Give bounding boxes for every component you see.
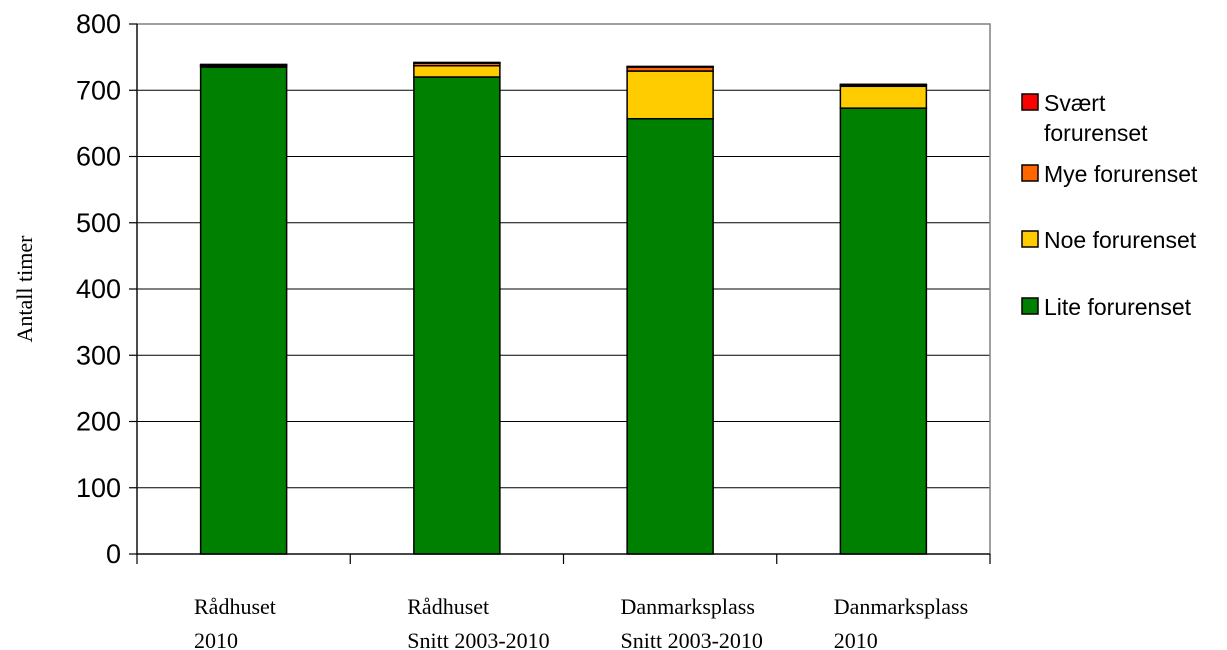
y-tick-label: 200 bbox=[76, 407, 121, 437]
bar-segment bbox=[627, 71, 713, 119]
category-label: Rådhuset bbox=[194, 594, 276, 619]
y-tick-label: 400 bbox=[76, 274, 121, 304]
bar-segment bbox=[414, 62, 500, 63]
legend-swatch bbox=[1022, 94, 1038, 110]
category-label: Snitt 2003-2010 bbox=[407, 628, 549, 650]
category-label: Rådhuset bbox=[407, 594, 489, 619]
legend-swatch bbox=[1022, 231, 1038, 247]
bar-segment bbox=[201, 67, 287, 554]
y-tick-label: 600 bbox=[76, 142, 121, 172]
category-label: 2010 bbox=[834, 628, 878, 650]
category-label: Snitt 2003-2010 bbox=[621, 628, 763, 650]
y-tick-label: 500 bbox=[76, 208, 121, 238]
y-axis-title: Antall timer bbox=[12, 235, 37, 343]
category-label: Danmarksplass bbox=[834, 594, 968, 619]
bar-segment bbox=[840, 86, 926, 108]
y-tick-label: 300 bbox=[76, 340, 121, 370]
bar-segment bbox=[840, 84, 926, 85]
bar-segment bbox=[414, 77, 500, 554]
bar-segment bbox=[840, 108, 926, 554]
bar-segment bbox=[627, 66, 713, 67]
legend-label: Lite forurenset bbox=[1044, 294, 1192, 320]
legend-label: Noe forurenset bbox=[1044, 227, 1197, 253]
category-label: 2010 bbox=[194, 628, 238, 650]
legend-label: Mye forurenset bbox=[1044, 161, 1198, 187]
bar-segment bbox=[201, 64, 287, 65]
bar-segment bbox=[414, 66, 500, 77]
y-tick-label: 700 bbox=[76, 75, 121, 105]
category-labels: Rådhuset 2010 Rådhuset Snitt 2003-2010 Danma… bbox=[194, 594, 968, 650]
legend-label: Svært bbox=[1044, 90, 1106, 116]
bars bbox=[201, 62, 927, 554]
legend-swatch bbox=[1022, 165, 1038, 181]
y-tick-label: 0 bbox=[106, 539, 121, 569]
y-tick-label: 800 bbox=[76, 9, 121, 39]
bar-segment bbox=[627, 119, 713, 554]
legend-label: forurenset bbox=[1044, 120, 1148, 146]
legend-swatch bbox=[1022, 298, 1038, 314]
category-label: Danmarksplass bbox=[621, 594, 755, 619]
y-tick-label: 100 bbox=[76, 473, 121, 503]
y-tick-labels: 0 100 200 300 400 500 600 700 800 bbox=[76, 9, 121, 569]
legend: Svært forurenset Mye forurenset Noe foruren… bbox=[1022, 90, 1198, 320]
